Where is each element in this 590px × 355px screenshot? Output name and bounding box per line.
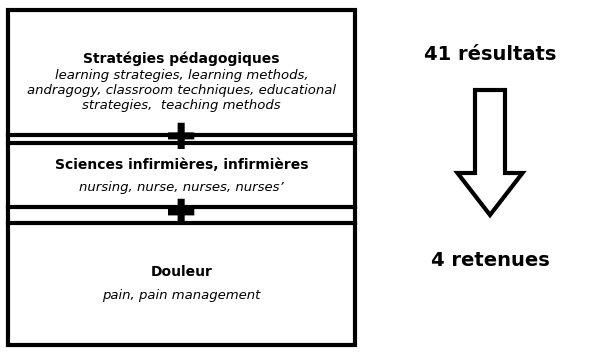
- Text: Douleur: Douleur: [150, 265, 212, 279]
- Text: ✚: ✚: [166, 198, 196, 232]
- Text: Stratégies pédagogiques: Stratégies pédagogiques: [83, 51, 280, 66]
- Text: ✚: ✚: [166, 122, 196, 156]
- Text: Sciences infirmières, infirmières: Sciences infirmières, infirmières: [55, 158, 308, 172]
- Text: pain, pain management: pain, pain management: [102, 289, 261, 302]
- Text: learning strategies, learning methods,
andragogy, classroom techniques, educatio: learning strategies, learning methods, a…: [27, 69, 336, 112]
- Text: 41 résultats: 41 résultats: [424, 45, 556, 65]
- Text: 4 retenues: 4 retenues: [431, 251, 549, 269]
- Text: nursing, nurse, nurses, nurses’: nursing, nurse, nurses, nurses’: [79, 180, 284, 193]
- Bar: [8, 10, 355, 345]
- Polygon shape: [457, 90, 523, 215]
